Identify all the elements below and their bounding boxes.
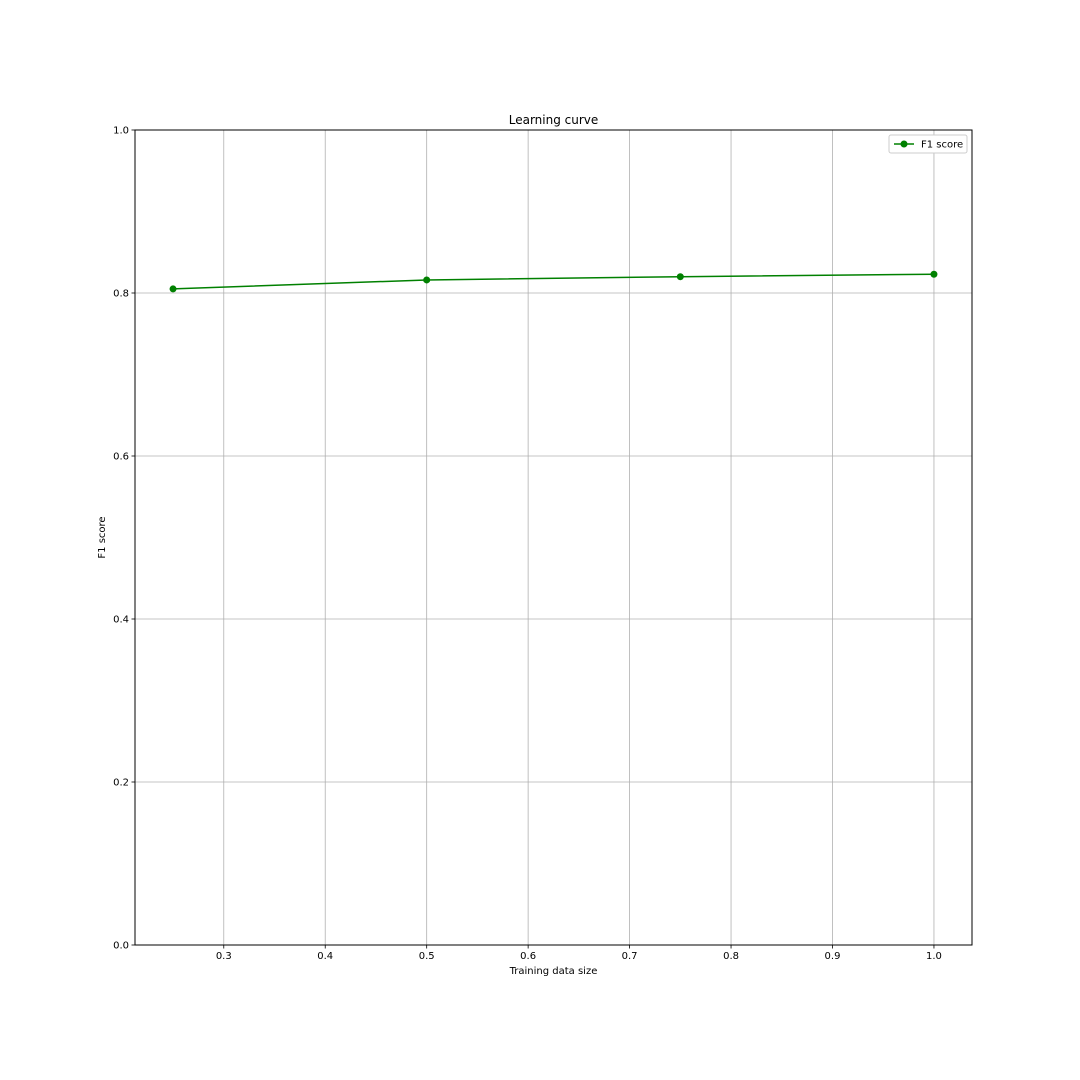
y-tick-label: 0.0 — [113, 941, 129, 952]
x-tick-label: 0.3 — [216, 951, 232, 962]
legend: F1 score — [888, 134, 968, 154]
y-tick-label: 0.2 — [113, 778, 129, 789]
plot-area — [169, 270, 938, 293]
series-line — [173, 273, 934, 290]
x-tick-label: 0.8 — [723, 951, 739, 962]
axis-ticks: 0.3 0.4 0.5 0.6 0.7 0.8 0.9 1.0 0.0 0.2 0.4 0.6 0.8 1… — [113, 126, 942, 963]
x-tick-label: 0.5 — [419, 951, 435, 962]
legend-marker — [900, 140, 908, 148]
data-point — [676, 273, 684, 281]
y-tick-label: 0.6 — [113, 452, 129, 463]
y-tick-label: 0.8 — [113, 289, 129, 300]
x-tick-label: 1.0 — [926, 951, 942, 962]
x-tick-label: 0.4 — [317, 951, 333, 962]
x-tick-label: 0.6 — [520, 951, 536, 962]
x-axis-label: Training data size — [509, 966, 598, 977]
data-point — [423, 276, 431, 284]
legend-label: F1 score — [921, 140, 963, 151]
chart-title: Learning curve — [509, 113, 599, 127]
x-tick-label: 0.9 — [825, 951, 841, 962]
y-tick-label: 1.0 — [113, 126, 129, 137]
legend-box — [888, 134, 968, 154]
data-point — [169, 285, 177, 293]
x-tick-label: 0.7 — [622, 951, 638, 962]
axes-frame — [134, 129, 973, 946]
data-point — [930, 270, 938, 278]
y-axis-label: F1 score — [97, 516, 108, 558]
y-tick-label: 0.4 — [113, 615, 129, 626]
